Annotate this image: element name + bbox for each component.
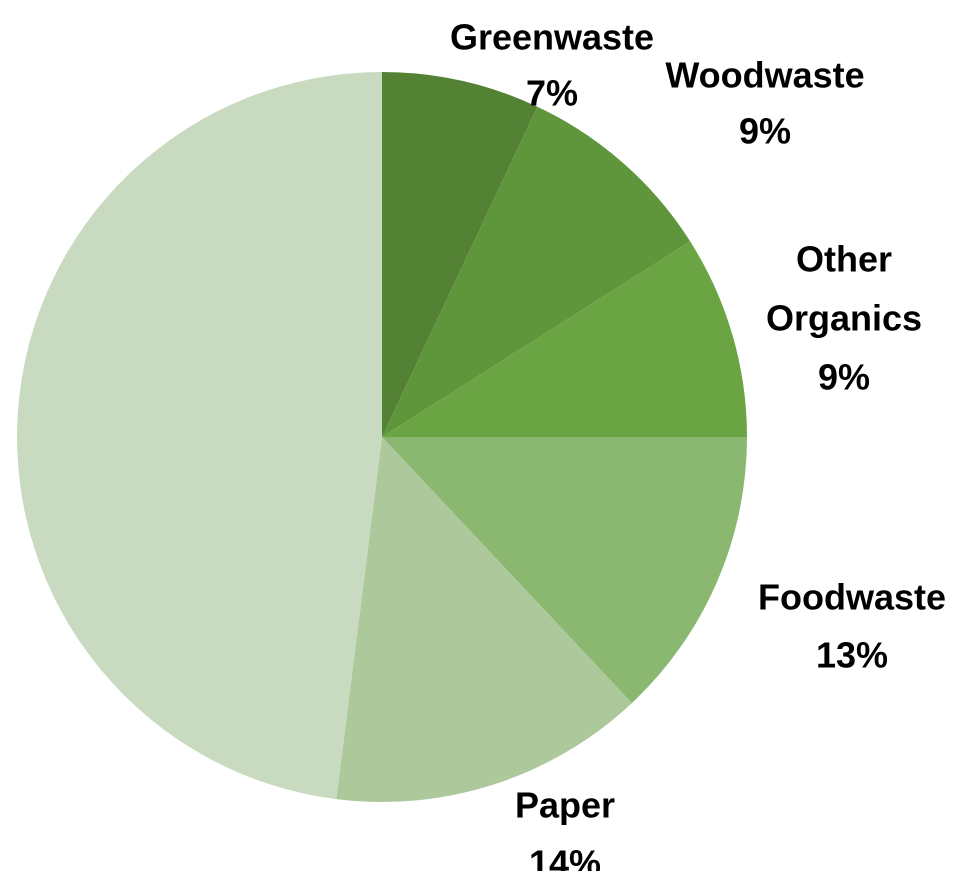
pie-label-other-organics-percent: 9%	[818, 357, 870, 398]
pie-label-other-organics-name: Organics	[766, 298, 922, 339]
pie-slice-foodwaste	[382, 437, 747, 704]
pie-label-paper-percent: 14%	[529, 843, 601, 871]
pie-slice-unlabeled	[17, 72, 382, 800]
pie-slices	[17, 72, 747, 802]
pie-labels: Greenwaste 7% Woodwaste 9% Other Organics 9% Fo…	[450, 17, 946, 871]
pie-slice-other-organics	[382, 241, 747, 437]
pie-slice-paper	[336, 437, 632, 802]
pie-slice-woodwaste	[382, 106, 691, 438]
pie-label-foodwaste-percent: 13%	[816, 635, 888, 676]
pie-label-woodwaste-percent: 9%	[739, 111, 791, 152]
pie-label-woodwaste-name: Woodwaste	[665, 55, 864, 96]
pie-label-other-organics-name: Other	[796, 239, 892, 280]
pie-label-greenwaste-name: Greenwaste	[450, 17, 654, 58]
pie-label-greenwaste-percent: 7%	[526, 73, 578, 114]
pie-slice-greenwaste	[382, 72, 538, 437]
pie-label-foodwaste-name: Foodwaste	[758, 577, 946, 618]
pie-label-paper-name: Paper	[515, 785, 615, 826]
